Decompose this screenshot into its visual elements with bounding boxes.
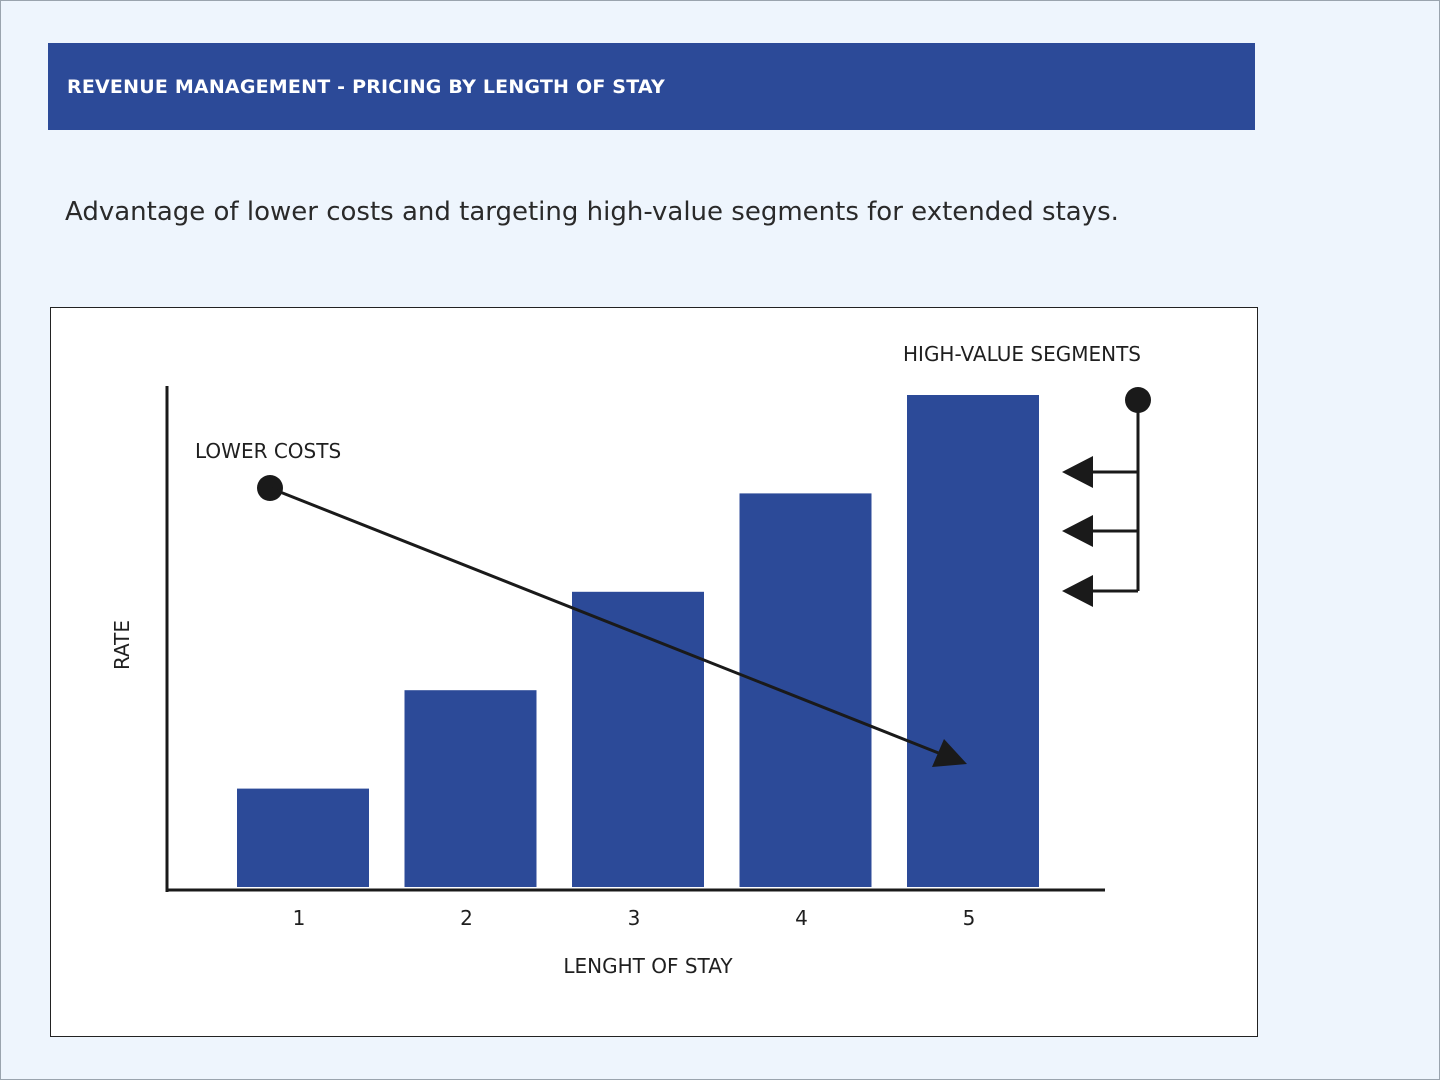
bar-5 <box>907 395 1039 887</box>
bar-2 <box>404 690 537 887</box>
bar-chart: 1 2 3 4 5 LENGHT OF STAY RATE LOWER COSTS HI… <box>110 342 1151 978</box>
left-arrowhead-icon <box>1062 575 1093 607</box>
header-banner: REVENUE MANAGEMENT - PRICING BY LENGTH O… <box>48 43 1255 130</box>
y-axis-label: RATE <box>110 620 134 670</box>
subtitle: Advantage of lower costs and targeting h… <box>65 197 1119 227</box>
bars-layer <box>237 395 1039 887</box>
x-tick-label: 3 <box>628 906 641 930</box>
left-arrowhead-icon <box>1062 515 1093 547</box>
high-value-annotation: HIGH-VALUE SEGMENTS <box>903 342 1151 607</box>
bar-1 <box>237 788 369 887</box>
x-tick-label: 5 <box>963 906 976 930</box>
x-axis-label: LENGHT OF STAY <box>563 954 733 978</box>
high-value-label: HIGH-VALUE SEGMENTS <box>903 342 1141 366</box>
page-title: REVENUE MANAGEMENT - PRICING BY LENGTH O… <box>67 75 665 98</box>
axes-layer <box>165 386 1105 892</box>
lower-costs-arrow-line <box>269 486 942 756</box>
x-tick-label: 2 <box>460 906 473 930</box>
x-tick-label: 4 <box>795 906 808 930</box>
x-tick-label: 1 <box>293 906 306 930</box>
tick-labels: 1 2 3 4 5 <box>293 906 976 930</box>
lower-costs-arrowhead <box>932 739 967 767</box>
bar-3 <box>572 591 704 887</box>
bar-4 <box>739 493 872 887</box>
lower-costs-annotation: LOWER COSTS <box>195 439 967 767</box>
lower-costs-label: LOWER COSTS <box>195 439 341 463</box>
left-arrowhead-icon <box>1062 456 1093 488</box>
chart-panel: 1 2 3 4 5 LENGHT OF STAY RATE LOWER COSTS HI… <box>50 307 1258 1037</box>
